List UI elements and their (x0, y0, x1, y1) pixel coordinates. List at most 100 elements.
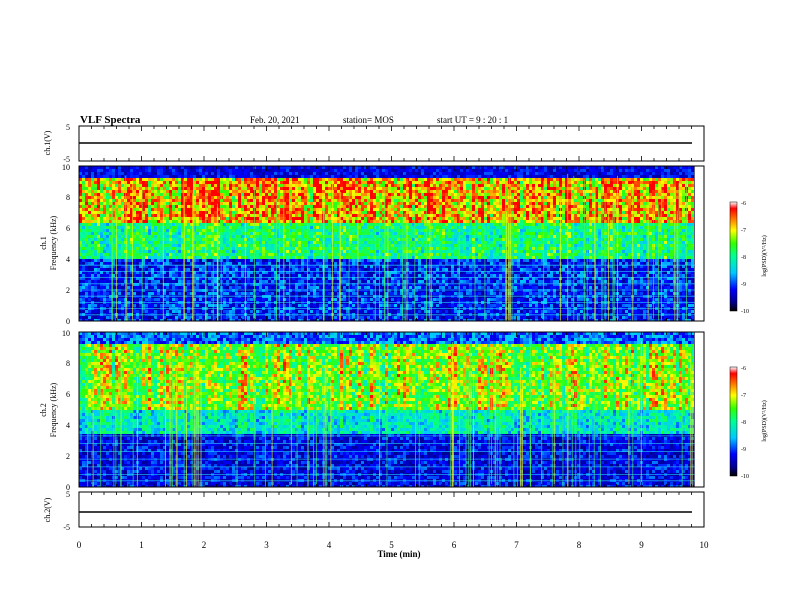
spectrogram-cell (94, 229, 97, 232)
spectrogram-cell (133, 250, 136, 253)
spectrogram-cell (238, 229, 241, 232)
spectrogram-cell (130, 166, 133, 169)
spectrogram-cell (310, 172, 313, 175)
spectrogram-cell (199, 202, 202, 205)
spectrogram-cell (232, 214, 235, 217)
spectrogram-cell (151, 220, 154, 223)
spectrogram-cell (160, 238, 163, 241)
spectrogram-cell (127, 226, 130, 229)
spectrogram-cell (106, 310, 109, 313)
spectrogram-cell (151, 292, 154, 295)
spectrogram-cell (151, 289, 154, 292)
spectrogram-cell (316, 319, 319, 321)
spectrogram-cell (358, 181, 361, 184)
spectrogram-cell (307, 298, 310, 301)
spectrogram-cell (229, 259, 232, 262)
spectrogram-cell (88, 226, 91, 229)
spectrogram-cell (259, 268, 262, 271)
spectrogram-cell (325, 229, 328, 232)
spectrogram-cell (169, 208, 172, 211)
spectrogram-cell (358, 190, 361, 193)
spectrogram-cell (355, 280, 358, 283)
spectrogram-cell (118, 229, 121, 232)
spectrogram-cell (91, 235, 94, 238)
spectrogram-cell (100, 241, 103, 244)
spectrogram-cell (181, 298, 184, 301)
spectrogram-cell (319, 316, 322, 319)
spectrogram-cell (85, 199, 88, 202)
spectrogram-cell (91, 280, 94, 283)
spectrogram-cell (193, 202, 196, 205)
spectrogram-cell (355, 292, 358, 295)
spectrogram-cell (319, 211, 322, 214)
spectrogram-cell (85, 184, 88, 187)
spectrogram-cell (241, 217, 244, 220)
spectrogram-cell (325, 265, 328, 268)
spectrogram-cell (241, 199, 244, 202)
spectrogram-cell (91, 262, 94, 265)
spectrogram-cell (325, 181, 328, 184)
spectrogram-cell (148, 181, 151, 184)
spectrogram-cell (346, 214, 349, 217)
spectrogram-cell (208, 184, 211, 187)
spectrogram-cell (226, 319, 229, 321)
spectrogram-cell (238, 184, 241, 187)
spectrogram-cell (250, 244, 253, 247)
spectrogram-cell (241, 178, 244, 181)
spectrogram-cell (256, 250, 259, 253)
spectrogram-cell (208, 193, 211, 196)
spectrogram-cell (310, 259, 313, 262)
spectrogram-cell (262, 166, 265, 169)
spectrogram-cell (112, 208, 115, 211)
spectrogram-cell (283, 241, 286, 244)
spectrogram-cell (301, 253, 304, 256)
spectrogram-cell (133, 244, 136, 247)
spectrogram-cell (334, 181, 337, 184)
spectrogram-cell (133, 232, 136, 235)
spectrogram-cell (187, 193, 190, 196)
spectrogram-cell (343, 166, 346, 169)
spectrogram-cell (313, 286, 316, 289)
spectrogram-cell (133, 319, 136, 321)
spectrogram-cell (211, 310, 214, 313)
spectrogram-cell (145, 178, 148, 181)
spectrogram-cell (169, 265, 172, 268)
spectrogram-cell (349, 166, 352, 169)
spectrogram-cell (349, 205, 352, 208)
spectrogram-cell (85, 298, 88, 301)
spectrogram-cell (142, 211, 145, 214)
spectrogram-cell (328, 199, 331, 202)
spectrogram-cell (292, 274, 295, 277)
spectrogram-cell (172, 205, 175, 208)
spectrogram-cell (343, 217, 346, 220)
spectrogram-cell (103, 292, 106, 295)
spectrogram-cell (259, 169, 262, 172)
spectrogram-cell (190, 280, 193, 283)
spectrogram-cell (298, 250, 301, 253)
spectrogram-cell (259, 181, 262, 184)
spectrogram-cell (271, 316, 274, 319)
spectrogram-cell (235, 172, 238, 175)
spectrogram-cell (307, 244, 310, 247)
spectrogram-cell (208, 268, 211, 271)
spectrogram-cell (103, 169, 106, 172)
spectrogram-cell (232, 166, 235, 169)
spectrogram-cell (211, 292, 214, 295)
spectrogram-cell (238, 244, 241, 247)
spectrogram-cell (112, 292, 115, 295)
spectrogram-cell (334, 262, 337, 265)
spectrogram-cell (229, 226, 232, 229)
spectrogram-cell (283, 199, 286, 202)
spectrogram-cell (91, 292, 94, 295)
spectrogram-cell (265, 271, 268, 274)
spectrogram-cell (334, 238, 337, 241)
spectrogram-cell (172, 211, 175, 214)
spectrogram-cell (307, 304, 310, 307)
spectrogram-cell (241, 196, 244, 199)
spectrogram-cell (226, 199, 229, 202)
spectrogram-cell (304, 283, 307, 286)
spectrogram-cell (292, 310, 295, 313)
spectrogram-cell (310, 277, 313, 280)
spectrogram-cell (118, 262, 121, 265)
spectrogram-cell (100, 277, 103, 280)
